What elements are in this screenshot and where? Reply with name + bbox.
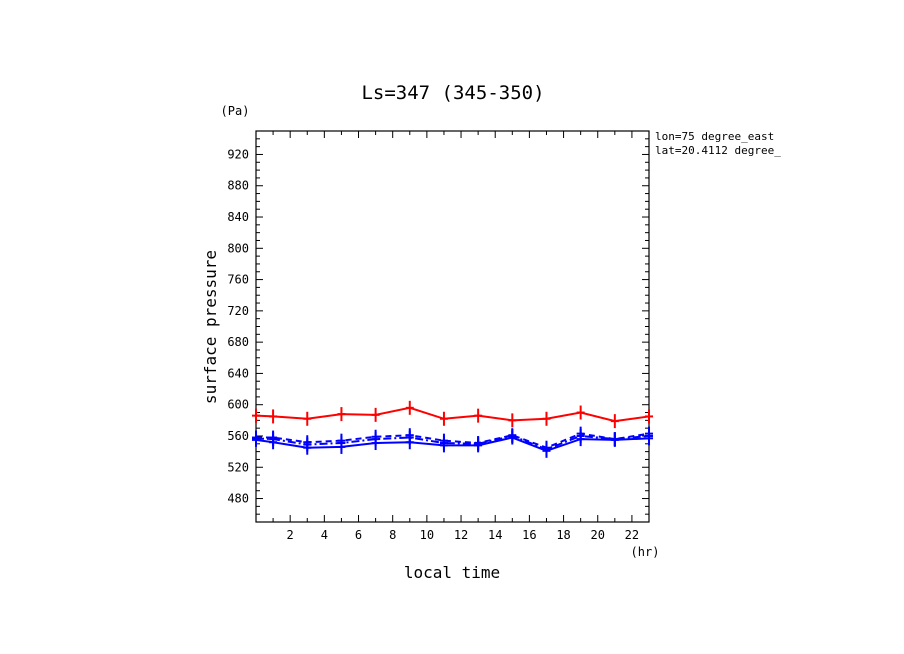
y-tick-label: 520 [227, 460, 249, 474]
data-point [576, 405, 585, 420]
data-point [371, 407, 380, 422]
series-line-1 [255, 406, 650, 423]
data-point [303, 437, 312, 452]
data-point [474, 408, 483, 423]
plot-frame [255, 130, 650, 523]
chart-title: Ls=347 (345-350) [361, 82, 544, 104]
y-axis-label: surface pressure [201, 250, 220, 404]
y-tick-label: 680 [227, 335, 249, 349]
series-group [252, 400, 653, 458]
data-point [474, 436, 483, 451]
x-tick-label: 10 [420, 528, 434, 542]
x-tick-label: 6 [355, 528, 362, 542]
data-point [576, 428, 585, 443]
data-point [337, 436, 346, 451]
x-unit-label: (hr) [631, 545, 660, 559]
data-point [439, 436, 448, 451]
data-point [508, 413, 517, 428]
y-unit-label: (Pa) [221, 104, 250, 118]
data-point [645, 409, 653, 424]
x-tick-label: 22 [625, 528, 639, 542]
data-point [542, 411, 551, 426]
y-tick-label: 800 [227, 241, 249, 255]
y-tick-label: 600 [227, 398, 249, 412]
data-point [269, 409, 278, 424]
y-tick-label: 840 [227, 210, 249, 224]
data-point [610, 432, 619, 447]
data-point [610, 414, 619, 429]
y-tick-label: 560 [227, 429, 249, 443]
data-point [269, 432, 278, 447]
data-point [371, 432, 380, 447]
annotation-lat: lat=20.4112 degree_ [655, 144, 781, 157]
x-tick-label: 18 [556, 528, 570, 542]
axis-ticks: 2 4 6 8 10 12 14 16 18 20 22 480 520 560 600 640 680 720 7… [227, 131, 649, 542]
data-point [439, 411, 448, 426]
annotation-lon: lon=75 degree_east [655, 130, 774, 143]
x-tick-label: 14 [488, 528, 502, 542]
y-tick-label: 720 [227, 304, 249, 318]
data-point [542, 442, 551, 457]
data-point [303, 411, 312, 426]
data-point [508, 428, 517, 443]
data-point [337, 407, 346, 422]
x-axis-label: local time [404, 563, 500, 582]
x-tick-label: 20 [591, 528, 605, 542]
x-tick-label: 2 [287, 528, 294, 542]
y-tick-label: 760 [227, 273, 249, 287]
x-tick-label: 12 [454, 528, 468, 542]
data-point [405, 430, 414, 445]
x-tick-label: 16 [522, 528, 536, 542]
y-tick-label: 480 [227, 492, 249, 506]
x-tick-label: 4 [321, 528, 328, 542]
data-point [252, 431, 260, 446]
data-point [252, 408, 260, 423]
data-point [405, 400, 414, 415]
y-tick-label: 880 [227, 179, 249, 193]
x-tick-label: 8 [389, 528, 396, 542]
data-point [645, 428, 653, 443]
y-tick-label: 920 [227, 147, 249, 161]
y-tick-label: 640 [227, 366, 249, 380]
